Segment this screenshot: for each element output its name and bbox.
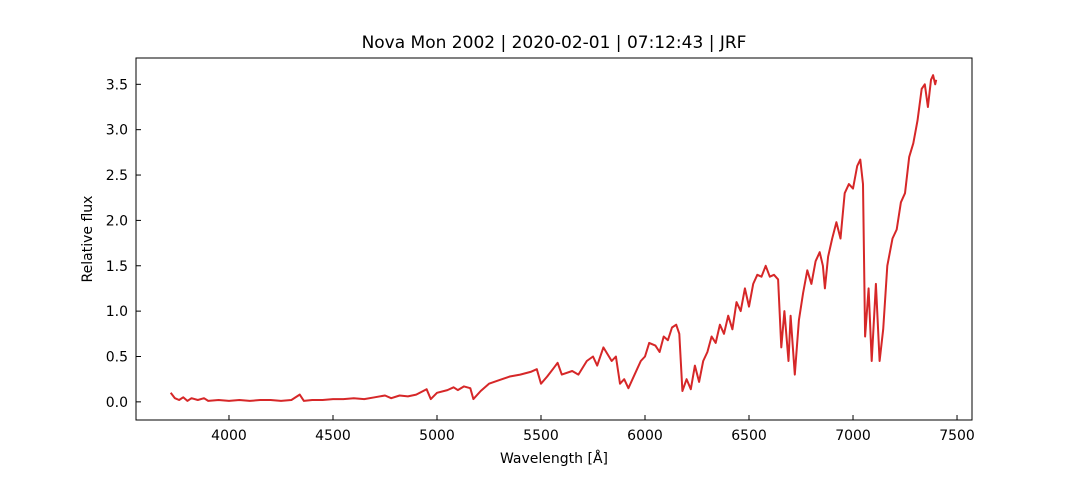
x-tick-label: 4000 <box>211 428 247 444</box>
y-tick-label: 1.0 <box>106 304 128 320</box>
x-tick-label: 7500 <box>939 428 975 444</box>
plot-frame <box>135 57 973 421</box>
x-tick-label: 6000 <box>627 428 663 444</box>
y-tick-label: 3.0 <box>106 123 128 139</box>
x-tick-label: 7000 <box>835 428 871 444</box>
x-tick-label: 6500 <box>731 428 767 444</box>
y-tick-label: 0.0 <box>106 395 128 411</box>
y-tick-label: 3.5 <box>106 77 128 93</box>
chart-title: Nova Mon 2002 | 2020-02-01 | 07:12:43 | … <box>362 33 747 53</box>
y-axis-label: Relative flux <box>80 196 96 283</box>
y-tick-label: 1.5 <box>106 259 128 275</box>
x-tick-label: 4500 <box>315 428 351 444</box>
y-tick-label: 2.5 <box>106 168 128 184</box>
x-tick-label: 5000 <box>419 428 455 444</box>
spectrum-line <box>169 74 938 402</box>
y-tick-label: 2.0 <box>106 213 128 229</box>
x-axis-label: Wavelength [Å] <box>500 450 608 467</box>
x-tick-label: 5500 <box>523 428 559 444</box>
y-tick-label: 0.5 <box>106 349 128 365</box>
